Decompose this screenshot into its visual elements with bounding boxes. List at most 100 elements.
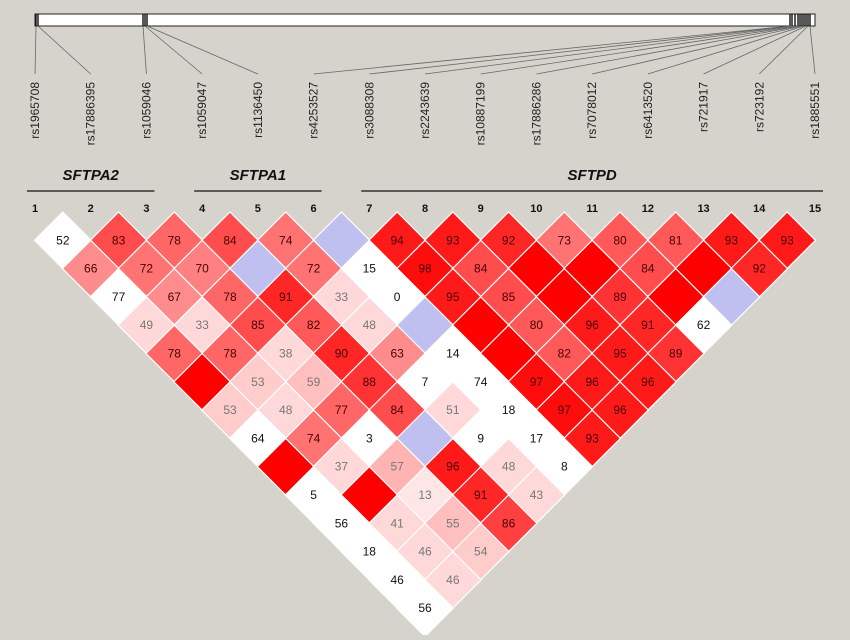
snp-connector [369,25,793,75]
ld-cell-value: 82 [558,347,572,361]
ld-cell-value: 84 [390,403,404,417]
snp-name-label: rs2243639 [418,82,432,139]
ld-cell-value: 33 [195,318,209,332]
snp-connector [759,25,809,75]
snp-name-label: rs1885551 [808,82,822,139]
ld-cell-value: 81 [669,233,683,247]
ld-cell-value: 14 [446,347,460,361]
ld-cell-value: 33 [335,290,349,304]
ld-cell-value: 93 [780,233,794,247]
ld-cell-value: 78 [223,347,237,361]
snp-name-label: rs1059046 [139,82,153,139]
ld-cell-value: 96 [585,318,599,332]
snp-connector [146,25,259,75]
ld-cell-value: 85 [502,290,516,304]
ld-cell-value: 91 [641,318,655,332]
ld-cell-value: 72 [307,262,321,276]
ld-cell-value: 86 [502,516,516,530]
ld-cell-value: 48 [363,318,377,332]
ld-cell-value: 90 [335,347,349,361]
ld-cell-value: 70 [195,262,209,276]
ld-cell-value: 46 [390,573,404,587]
ld-cell-value: 17 [530,431,544,445]
ld-cell-value: 92 [502,233,516,247]
snp-name-label: rs17886395 [84,82,98,146]
ld-cell-value: 94 [390,233,404,247]
snp-index-label: 1 [32,203,38,215]
ld-cell-value: 78 [168,233,182,247]
ld-cell-value: 92 [753,262,767,276]
snp-connector [480,25,799,75]
snp-name-label: rs723192 [752,82,766,132]
snp-index-label: 11 [586,203,598,215]
ld-cell-value: 46 [418,545,432,559]
snp-index-label: 12 [642,203,654,215]
snp-connector [424,25,796,75]
ld-cell-value: 93 [725,233,739,247]
snp-index-label: 15 [809,203,821,215]
ld-cell-value: 54 [474,545,488,559]
ld-cell-value: 78 [223,290,237,304]
ld-cell-value: 74 [474,375,488,389]
ld-cell-value: 53 [223,403,237,417]
ld-cell-value: 82 [307,318,321,332]
ld-cell-value: 66 [84,262,98,276]
ld-cell-value: 96 [613,403,627,417]
chromosome-track [34,13,816,27]
snp-name-label: rs1136450 [251,82,265,138]
ld-cell-value: 93 [585,431,599,445]
ld-cell-value: 59 [307,375,321,389]
ld-cell-value: 97 [530,375,544,389]
snp-name-label: rs1965708 [28,82,42,139]
ld-cell-value: 37 [335,460,349,474]
snp-connector [142,25,147,75]
snp-name-label: rs1059047 [195,82,209,139]
ld-cell-value: 57 [390,460,404,474]
ld-cell-value: 77 [112,290,126,304]
ld-cell-value: 46 [446,573,460,587]
snp-index-label: 2 [88,203,94,215]
snp-connector [313,25,791,75]
ld-cell-value: 18 [363,545,377,559]
ld-cell-value: 84 [474,262,488,276]
ld-cell-value: 74 [307,431,321,445]
ld-cell-value: 96 [446,460,460,474]
snp-index-label: 10 [530,203,542,215]
ld-cell-value: 41 [390,516,404,530]
ld-cell-value: 56 [418,601,432,615]
snp-index-label: 8 [422,203,428,215]
ld-cell-value: 80 [530,318,544,332]
ld-cell-value: 64 [251,431,265,445]
snp-connector [536,25,801,75]
ld-cell-value: 67 [168,290,182,304]
ld-cell-value: 84 [223,233,237,247]
ld-cell-value: 48 [279,403,293,417]
gene-labels: SFTPA2 SFTPA1 SFTPD [27,167,823,192]
snp-name-label: rs17886286 [529,82,543,146]
ld-cell-value: 9 [477,431,484,445]
gene-label: SFTPD [568,167,617,184]
ld-cell-value: 95 [446,290,460,304]
ld-cell-value: 7 [422,375,429,389]
snp-connector [37,25,91,75]
ld-cell-value: 91 [474,488,488,502]
ld-cell-value: 91 [279,290,293,304]
gene-label: SFTPA1 [230,167,286,184]
ld-cell-value: 49 [140,318,154,332]
snp-name-label: rs4253527 [307,82,321,139]
snp-connector [703,25,807,75]
ld-cell-value: 48 [502,460,516,474]
ld-cell-value: 85 [251,318,265,332]
ld-cell-value: 73 [558,233,572,247]
ld-cell-value: 38 [279,347,293,361]
ld-cell-value: 53 [251,375,265,389]
snp-index-label: 4 [199,203,206,215]
ld-cell-value: 8 [561,460,568,474]
ld-cell-value: 13 [418,488,432,502]
ld-cell-value: 43 [530,488,544,502]
ld-cell-value: 98 [418,262,432,276]
ld-cell-value: 52 [56,233,70,247]
